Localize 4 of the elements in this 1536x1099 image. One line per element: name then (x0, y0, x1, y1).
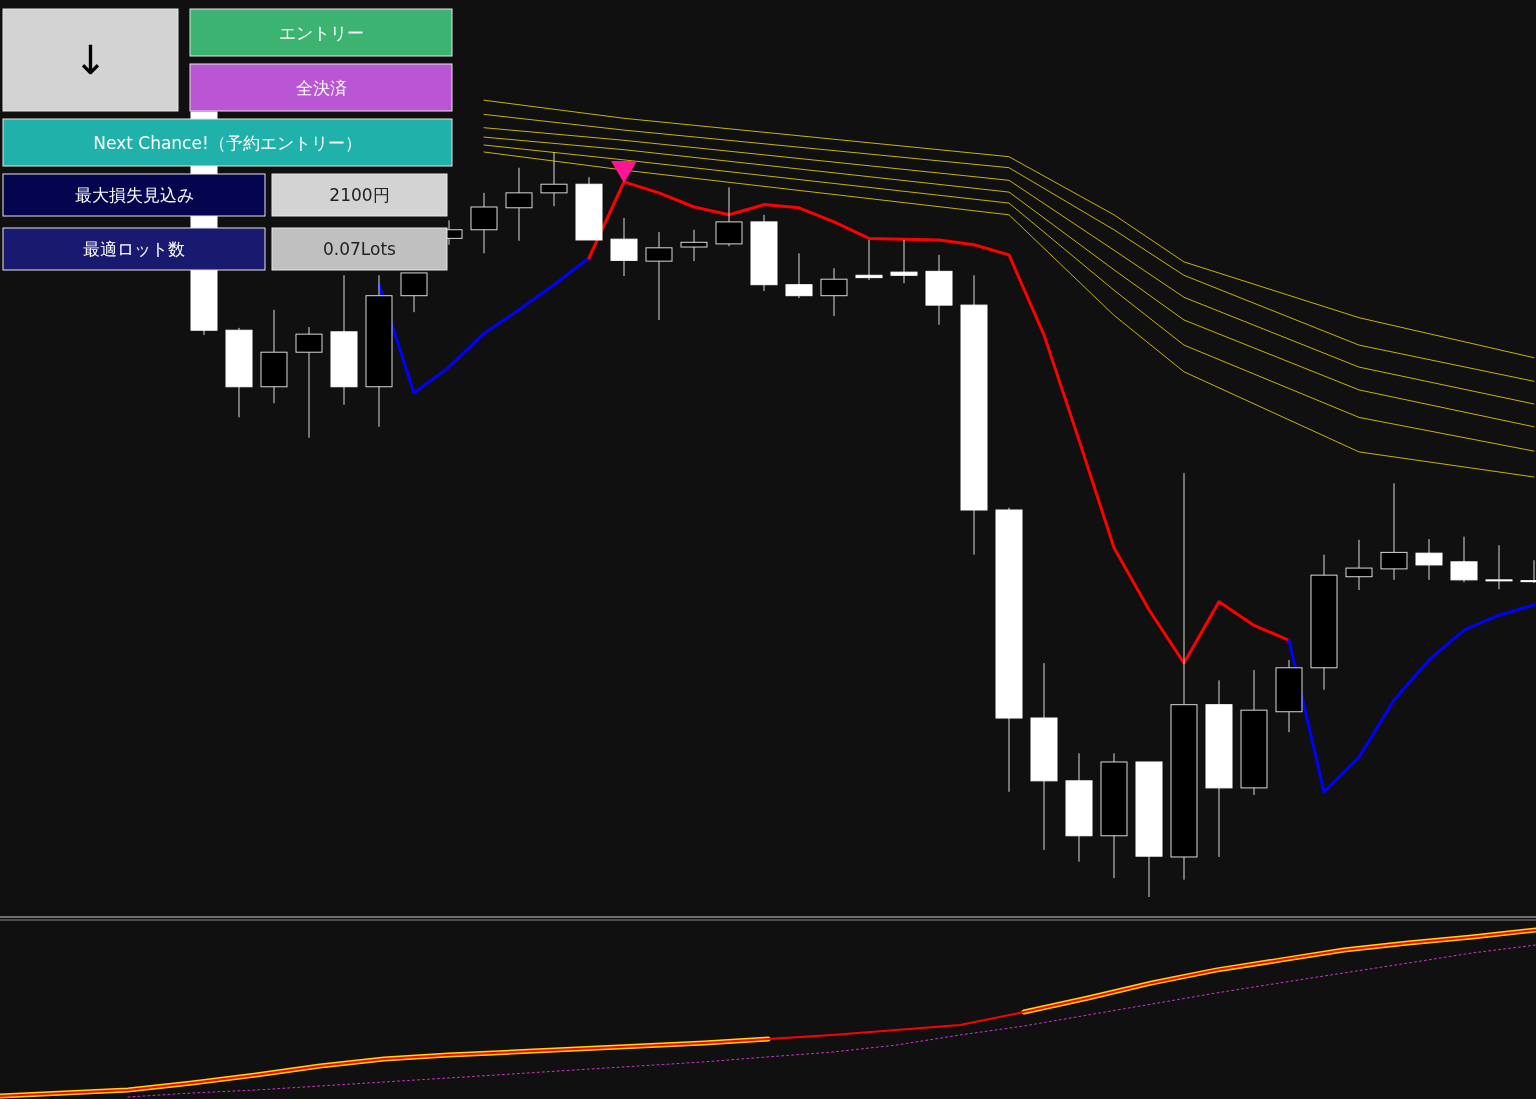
annotation: 0.07Lots (323, 239, 397, 259)
annotation: 2100円 (329, 185, 390, 205)
annotation: Next Chance!（予約エントリー） (93, 132, 362, 153)
annotation: 最大損失見込み (74, 185, 194, 205)
